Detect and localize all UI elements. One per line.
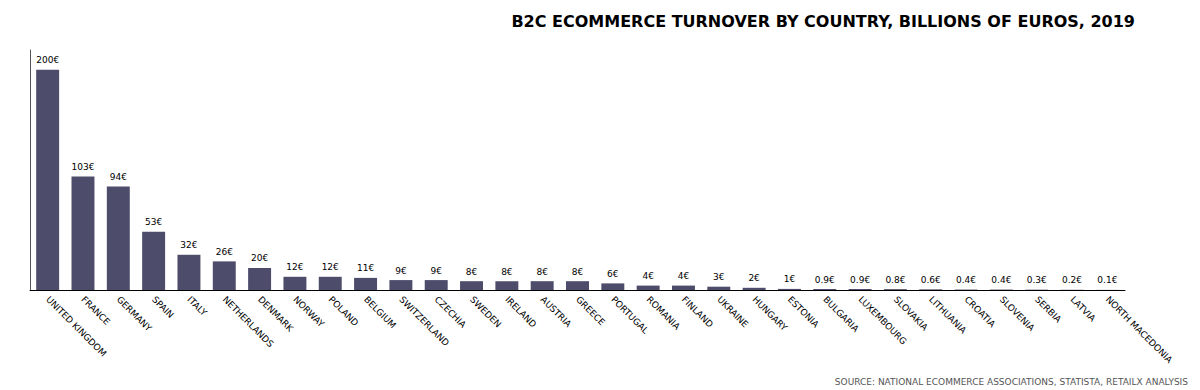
- svg-text:20€: 20€: [251, 253, 268, 263]
- svg-text:POLAND: POLAND: [327, 294, 361, 328]
- svg-text:PORTUGAL: PORTUGAL: [609, 294, 651, 336]
- svg-text:12€: 12€: [286, 262, 303, 272]
- svg-text:SWITZERLAND: SWITZERLAND: [397, 294, 451, 349]
- svg-text:AUSTRIA: AUSTRIA: [539, 294, 574, 329]
- svg-text:8€: 8€: [501, 267, 513, 277]
- svg-text:FRANCE: FRANCE: [79, 294, 112, 327]
- svg-text:0.9€: 0.9€: [815, 275, 835, 285]
- svg-text:0.6€: 0.6€: [921, 275, 941, 285]
- svg-text:0.9€: 0.9€: [850, 275, 870, 285]
- svg-text:IRELAND: IRELAND: [503, 294, 538, 329]
- svg-text:CZECHIA: CZECHIA: [433, 294, 469, 330]
- svg-text:SLOVAKIA: SLOVAKIA: [892, 294, 931, 333]
- svg-text:UKRAINE: UKRAINE: [715, 294, 750, 329]
- svg-text:26€: 26€: [216, 247, 233, 257]
- svg-text:12€: 12€: [322, 262, 339, 272]
- svg-text:GREECE: GREECE: [574, 294, 607, 327]
- svg-text:0.4€: 0.4€: [991, 275, 1011, 285]
- svg-text:GERMANY: GERMANY: [115, 294, 154, 333]
- svg-text:8€: 8€: [572, 267, 584, 277]
- svg-text:0.2€: 0.2€: [1062, 275, 1082, 285]
- svg-text:NORWAY: NORWAY: [291, 294, 326, 329]
- svg-text:1€: 1€: [784, 274, 796, 284]
- svg-text:53€: 53€: [145, 217, 162, 227]
- svg-text:SOURCE: NATIONAL ECOMMERCE ASS: SOURCE: NATIONAL ECOMMERCE ASSOCIATIONS,…: [835, 377, 1188, 387]
- svg-text:LATVIA: LATVIA: [1068, 294, 1098, 324]
- svg-text:LITHUANIA: LITHUANIA: [927, 294, 969, 336]
- svg-text:9€: 9€: [430, 266, 442, 276]
- svg-text:4€: 4€: [642, 271, 654, 281]
- svg-text:8€: 8€: [466, 267, 478, 277]
- svg-text:SERBIA: SERBIA: [1033, 294, 1064, 325]
- svg-text:0.1€: 0.1€: [1097, 275, 1117, 285]
- svg-text:200€: 200€: [36, 55, 59, 65]
- svg-text:NETHERLANDS: NETHERLANDS: [220, 294, 276, 350]
- svg-text:ITALY: ITALY: [185, 294, 209, 318]
- svg-text:94€: 94€: [110, 172, 127, 182]
- svg-text:SPAIN: SPAIN: [150, 294, 176, 320]
- svg-text:ESTONIA: ESTONIA: [786, 294, 822, 330]
- svg-text:0.8€: 0.8€: [885, 275, 905, 285]
- svg-text:0.3€: 0.3€: [1027, 275, 1047, 285]
- svg-text:0.4€: 0.4€: [956, 275, 976, 285]
- svg-text:BULGARIA: BULGARIA: [821, 294, 861, 334]
- svg-text:8€: 8€: [536, 267, 548, 277]
- svg-text:LUXEMBOURG: LUXEMBOURG: [856, 294, 909, 347]
- svg-text:CROATIA: CROATIA: [963, 294, 998, 329]
- svg-text:DENMARK: DENMARK: [256, 294, 296, 334]
- svg-text:SLOVENIA: SLOVENIA: [998, 294, 1037, 333]
- svg-text:BELGIUM: BELGIUM: [362, 294, 398, 330]
- svg-text:103€: 103€: [72, 162, 95, 172]
- svg-text:SWEDEN: SWEDEN: [468, 294, 503, 329]
- svg-text:11€: 11€: [357, 263, 374, 273]
- svg-text:B2C ECOMMERCE TURNOVER BY COUN: B2C ECOMMERCE TURNOVER BY COUNTRY, BILLI…: [511, 12, 1135, 31]
- svg-text:NORTH MACEDONIA: NORTH MACEDONIA: [1104, 294, 1175, 365]
- svg-text:6€: 6€: [607, 269, 619, 279]
- svg-text:ROMANIA: ROMANIA: [645, 294, 683, 332]
- svg-text:9€: 9€: [395, 266, 407, 276]
- svg-text:4€: 4€: [678, 271, 690, 281]
- svg-text:FINLAND: FINLAND: [680, 294, 715, 329]
- svg-text:UNITED KINGDOM: UNITED KINGDOM: [44, 294, 108, 358]
- svg-text:HUNGARY: HUNGARY: [751, 294, 790, 333]
- svg-text:3€: 3€: [713, 272, 725, 282]
- svg-text:2€: 2€: [748, 273, 760, 283]
- svg-text:32€: 32€: [180, 240, 197, 250]
